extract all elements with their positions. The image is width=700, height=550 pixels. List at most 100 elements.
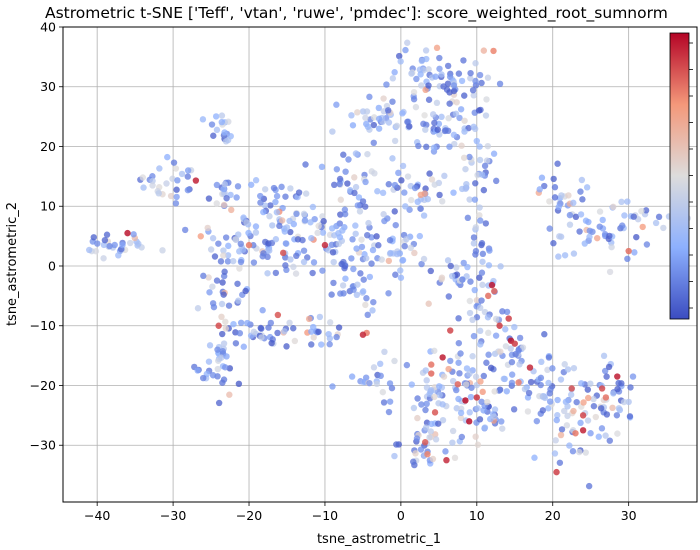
data-point xyxy=(546,398,554,405)
data-point xyxy=(554,412,561,419)
data-point xyxy=(483,96,490,103)
data-point xyxy=(476,212,483,219)
data-point xyxy=(569,448,577,455)
data-point xyxy=(328,241,336,249)
data-point xyxy=(156,165,163,172)
data-point xyxy=(472,77,479,85)
data-point xyxy=(507,345,514,352)
data-point xyxy=(163,180,170,187)
data-point xyxy=(381,217,388,225)
data-point xyxy=(385,181,392,188)
data-point xyxy=(101,236,109,244)
data-point xyxy=(233,194,240,201)
data-point xyxy=(184,186,192,194)
data-point xyxy=(320,218,327,225)
x-axis-label: tsne_astrometric_1 xyxy=(317,532,441,547)
data-point xyxy=(219,379,226,386)
data-point xyxy=(222,318,229,325)
data-point xyxy=(318,163,326,171)
data-point xyxy=(352,222,359,229)
data-point xyxy=(436,191,443,199)
data-point xyxy=(406,206,413,213)
data-point xyxy=(430,144,438,151)
data-point xyxy=(578,380,585,387)
data-point xyxy=(362,178,369,186)
data-point xyxy=(352,183,360,191)
data-point xyxy=(576,228,583,235)
data-point xyxy=(370,114,378,121)
data-point xyxy=(660,224,667,232)
data-point xyxy=(383,81,390,88)
data-point xyxy=(585,394,592,402)
data-point xyxy=(375,104,382,112)
data-point xyxy=(478,171,486,178)
data-point xyxy=(270,184,278,192)
data-point xyxy=(508,371,516,378)
data-point xyxy=(243,219,250,226)
data-point xyxy=(453,99,460,106)
data-point xyxy=(371,170,378,177)
data-point xyxy=(625,398,632,406)
data-point xyxy=(472,251,479,258)
data-point xyxy=(577,419,584,427)
data-point xyxy=(391,452,398,460)
data-point xyxy=(429,111,437,118)
data-point xyxy=(250,328,258,336)
data-point xyxy=(344,180,351,187)
data-point xyxy=(585,482,593,490)
y-tick-label: −20 xyxy=(30,378,56,393)
data-point xyxy=(460,259,467,267)
data-point xyxy=(435,383,443,390)
data-point xyxy=(389,75,397,82)
data-point xyxy=(333,166,341,173)
data-point xyxy=(479,281,486,289)
data-point xyxy=(618,198,625,206)
data-point xyxy=(403,235,410,243)
data-point xyxy=(224,136,232,144)
data-point xyxy=(282,262,289,269)
data-point xyxy=(199,116,207,123)
data-point xyxy=(215,240,222,247)
data-point xyxy=(218,354,225,361)
data-point xyxy=(458,142,465,149)
data-point xyxy=(596,223,603,230)
data-point xyxy=(414,395,421,402)
data-point xyxy=(365,219,372,227)
data-point xyxy=(470,123,477,131)
data-point xyxy=(391,208,398,215)
data-point xyxy=(221,364,229,371)
data-point xyxy=(577,211,585,218)
data-point xyxy=(276,222,283,230)
data-point xyxy=(309,269,316,277)
data-point xyxy=(149,173,156,180)
data-point xyxy=(427,428,434,435)
data-point xyxy=(205,274,212,281)
data-point xyxy=(209,283,216,290)
data-point xyxy=(328,291,335,298)
data-point xyxy=(411,249,418,257)
data-point xyxy=(410,404,418,412)
data-point xyxy=(445,365,452,373)
data-point xyxy=(257,199,264,206)
data-point xyxy=(354,202,361,209)
data-point xyxy=(499,308,506,315)
data-point xyxy=(354,109,361,116)
data-point-high xyxy=(454,381,462,388)
data-point xyxy=(461,128,468,135)
data-point xyxy=(222,325,229,332)
data-point xyxy=(242,287,249,295)
data-point xyxy=(159,247,166,254)
data-point xyxy=(421,190,428,197)
data-point xyxy=(544,366,551,374)
data-point xyxy=(287,228,294,236)
data-point xyxy=(453,264,460,271)
data-point xyxy=(545,354,553,361)
data-point xyxy=(425,66,432,73)
data-point xyxy=(539,407,547,414)
y-tick-label: −30 xyxy=(30,438,56,453)
data-point xyxy=(482,220,490,227)
x-tick-label: −20 xyxy=(236,508,262,523)
data-point xyxy=(418,82,425,89)
data-point xyxy=(319,213,326,220)
data-point xyxy=(438,274,446,281)
